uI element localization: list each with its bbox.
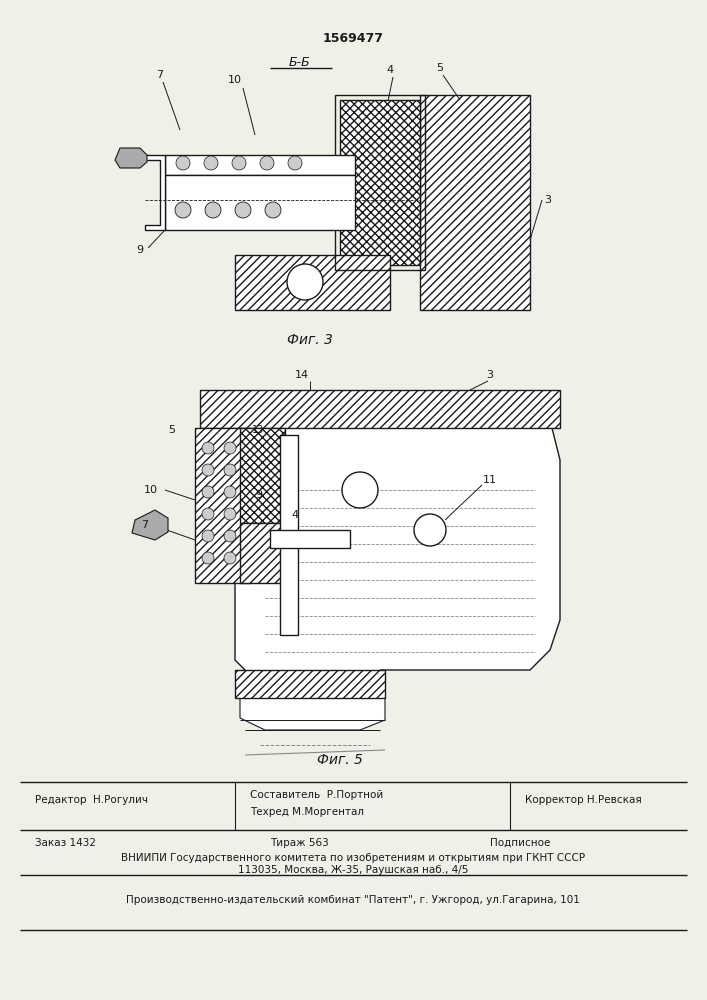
- Text: 10: 10: [144, 485, 158, 495]
- Text: Подписное: Подписное: [490, 838, 550, 848]
- Text: Корректор Н.Ревская: Корректор Н.Ревская: [525, 795, 642, 805]
- Circle shape: [202, 464, 214, 476]
- Circle shape: [232, 156, 246, 170]
- Circle shape: [202, 442, 214, 454]
- Text: Фиг. 5: Фиг. 5: [317, 753, 363, 767]
- Text: 5: 5: [168, 425, 175, 435]
- Text: 7: 7: [156, 70, 163, 80]
- Bar: [165, 155, 355, 175]
- Circle shape: [202, 508, 214, 520]
- Text: Б-Б: Б-Б: [289, 55, 311, 68]
- Text: Заказ 1432: Заказ 1432: [35, 838, 96, 848]
- Text: Фиг. 3: Фиг. 3: [287, 333, 333, 347]
- Circle shape: [202, 530, 214, 542]
- Circle shape: [287, 264, 323, 300]
- Circle shape: [288, 156, 302, 170]
- Circle shape: [414, 514, 446, 546]
- Polygon shape: [145, 155, 165, 230]
- Text: 14: 14: [295, 370, 309, 380]
- Circle shape: [176, 156, 190, 170]
- Bar: [165, 175, 355, 230]
- Text: Тираж 563: Тираж 563: [270, 838, 329, 848]
- Circle shape: [260, 156, 274, 170]
- Text: 9: 9: [136, 245, 144, 255]
- Bar: [280, 435, 298, 635]
- Text: 10: 10: [228, 75, 242, 85]
- Polygon shape: [132, 510, 168, 540]
- Circle shape: [202, 486, 214, 498]
- Polygon shape: [340, 100, 420, 265]
- Text: 5: 5: [436, 63, 443, 73]
- Circle shape: [342, 472, 378, 508]
- Text: 4: 4: [291, 510, 298, 520]
- Text: 9: 9: [255, 490, 262, 500]
- Polygon shape: [115, 148, 147, 168]
- Bar: [240, 523, 285, 583]
- Polygon shape: [235, 255, 390, 310]
- Circle shape: [224, 486, 236, 498]
- Text: 11: 11: [483, 475, 497, 485]
- Circle shape: [224, 530, 236, 542]
- Text: 13: 13: [252, 425, 264, 435]
- Circle shape: [204, 156, 218, 170]
- Circle shape: [205, 202, 221, 218]
- Bar: [195, 428, 250, 583]
- Polygon shape: [235, 395, 560, 715]
- Text: 113035, Москва, Ж-35, Раушская наб., 4/5: 113035, Москва, Ж-35, Раушская наб., 4/5: [238, 865, 468, 875]
- Text: 3: 3: [486, 370, 493, 380]
- Text: 4: 4: [387, 65, 394, 75]
- Text: 1569477: 1569477: [322, 31, 383, 44]
- Circle shape: [202, 552, 214, 564]
- Bar: [235, 670, 385, 698]
- Bar: [200, 390, 560, 428]
- Text: Техред М.Моргентал: Техред М.Моргентал: [250, 807, 364, 817]
- Circle shape: [265, 202, 281, 218]
- Circle shape: [175, 202, 191, 218]
- Text: Составитель  Р.Портной: Составитель Р.Портной: [250, 790, 383, 800]
- Polygon shape: [240, 698, 385, 730]
- Text: 3: 3: [544, 195, 551, 205]
- Text: 7: 7: [141, 520, 148, 530]
- Bar: [270, 530, 350, 548]
- Circle shape: [224, 508, 236, 520]
- Bar: [240, 428, 285, 523]
- Text: Производственно-издательский комбинат "Патент", г. Ужгород, ул.Гагарина, 101: Производственно-издательский комбинат "П…: [126, 895, 580, 905]
- Text: ВНИИПИ Государственного комитета по изобретениям и открытиям при ГКНТ СССР: ВНИИПИ Государственного комитета по изоб…: [121, 853, 585, 863]
- Circle shape: [224, 464, 236, 476]
- Polygon shape: [420, 95, 530, 310]
- Circle shape: [224, 552, 236, 564]
- Text: Редактор  Н.Рогулич: Редактор Н.Рогулич: [35, 795, 148, 805]
- Circle shape: [235, 202, 251, 218]
- Circle shape: [224, 442, 236, 454]
